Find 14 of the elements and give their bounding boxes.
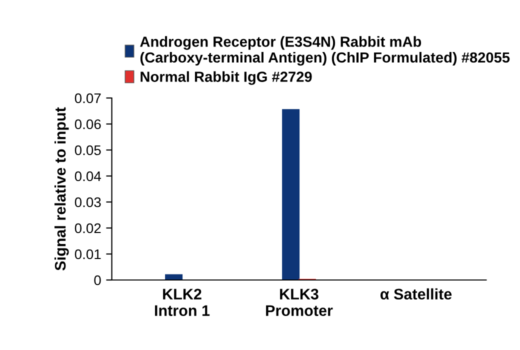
- legend-label: Normal Rabbit IgG #2729: [140, 71, 312, 85]
- y-tick-label: 0.02: [74, 223, 101, 234]
- y-tick-label: 0.07: [74, 93, 101, 104]
- x-tick-label: KLK3 Promoter: [266, 288, 333, 316]
- x-tick-label: α Satellite: [380, 288, 452, 300]
- y-tick-label: 0.04: [74, 171, 101, 182]
- y-tick-label: 0.05: [74, 145, 101, 156]
- y-axis-title: Signal relative to input: [54, 107, 69, 270]
- x-tick-label: KLK2 Intron 1: [155, 288, 210, 316]
- y-tick-label: 0.01: [74, 249, 101, 260]
- y-tick-label: 0: [94, 275, 101, 286]
- y-tick-label: 0.03: [74, 197, 101, 208]
- legend-label: Androgen Receptor (E3S4N) Rabbit mAb (Carboxy-terminal Antigen) (ChIP Formulated) #82055: [140, 36, 510, 66]
- y-tick-label: 0.06: [74, 119, 101, 130]
